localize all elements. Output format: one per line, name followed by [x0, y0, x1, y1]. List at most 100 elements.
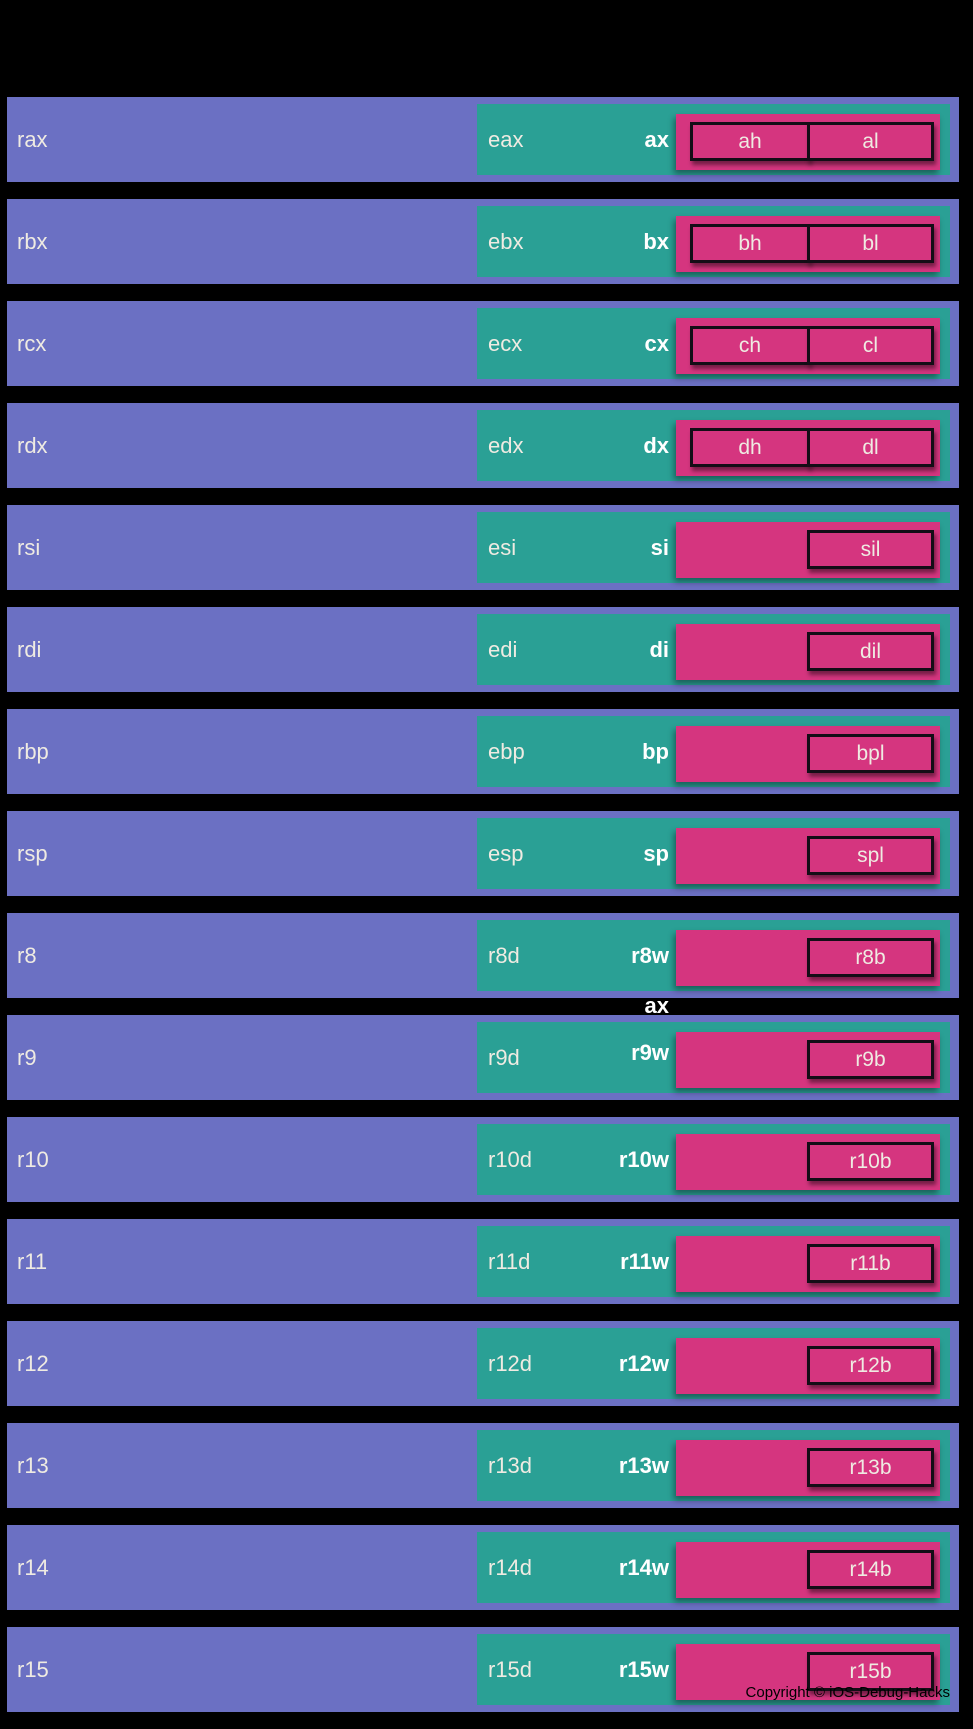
- copyright-text: Copyright © iOS-Debug-Hacks: [745, 1684, 950, 1701]
- low-byte-box: sil: [807, 530, 934, 569]
- register-64-box: r13 r13d r13w r13b: [7, 1423, 959, 1508]
- register-16-word-label: bx: [643, 229, 669, 254]
- register-16-box: r8b: [676, 930, 940, 986]
- register-32-box: r9d r9w r9b: [477, 1022, 950, 1093]
- register-32-box: edi di dil: [477, 614, 950, 685]
- register-64-label: r14: [17, 1555, 49, 1580]
- low-byte-label: spl: [857, 844, 884, 867]
- register-row: rbp ebp bp bpl: [0, 709, 973, 794]
- register-64-label: r9: [17, 1045, 37, 1070]
- register-row: r11 r11d r11w r11b: [0, 1219, 973, 1304]
- register-16-box: ah al: [676, 114, 940, 170]
- low-byte-label: r10b: [849, 1150, 892, 1173]
- low-byte-label: r14b: [849, 1558, 892, 1581]
- register-32-label: r14d: [488, 1555, 533, 1580]
- register-16-word-label: bp: [642, 739, 669, 764]
- register-32-label: ecx: [488, 331, 523, 356]
- register-32-label: r11d: [488, 1249, 531, 1274]
- register-64-label: r11: [17, 1249, 48, 1274]
- register-16-box: bh bl: [676, 216, 940, 272]
- low-byte-label: bpl: [856, 742, 885, 765]
- high-byte-label: dh: [738, 436, 762, 459]
- register-64-box: rdx edx dx dh dl: [7, 403, 959, 488]
- register-32-label: r13d: [488, 1453, 533, 1478]
- register-64-label: rdx: [17, 433, 48, 458]
- low-byte-box: r11b: [807, 1244, 934, 1283]
- register-16-word-label: r12w: [618, 1351, 669, 1376]
- register-row: r12 r12d r12w r12b: [0, 1321, 973, 1406]
- register-64-box: r9 r9d r9w r9b: [7, 1015, 959, 1100]
- low-byte-box: r12b: [807, 1346, 934, 1385]
- register-16-box: r12b: [676, 1338, 940, 1394]
- register-32-box: r11d r11w r11b: [477, 1226, 950, 1297]
- low-byte-box: dl: [807, 428, 934, 467]
- register-16-word-label: cx: [644, 331, 669, 356]
- low-byte-box: cl: [807, 326, 934, 365]
- low-byte-box: r15b: [807, 1652, 934, 1691]
- register-16-word-label: r10w: [618, 1147, 669, 1172]
- low-byte-box: r13b: [807, 1448, 934, 1487]
- register-32-label: r15d: [488, 1657, 533, 1682]
- low-byte-box: bl: [807, 224, 934, 263]
- register-16-box: ch cl: [676, 318, 940, 374]
- register-64-label: r8: [17, 943, 37, 968]
- register-16-box: sil: [676, 522, 940, 578]
- register-64-box: r8 r8d r8w r8b: [7, 913, 959, 998]
- low-byte-label: bl: [862, 232, 879, 255]
- register-32-label: r9d: [488, 1045, 520, 1070]
- register-32-box: eax ax ah al: [477, 104, 950, 175]
- register-64-label: rbp: [17, 739, 49, 764]
- register-64-box: rbx ebx bx bh bl: [7, 199, 959, 284]
- register-32-box: r15d r15w r15b: [477, 1634, 950, 1705]
- high-byte-box: ah: [690, 122, 810, 161]
- register-16-box: bpl: [676, 726, 940, 782]
- low-byte-label: dl: [862, 436, 879, 459]
- register-64-box: rbp ebp bp bpl: [7, 709, 959, 794]
- register-64-label: r10: [17, 1147, 49, 1172]
- low-byte-box: r10b: [807, 1142, 934, 1181]
- register-32-box: r12d r12w r12b: [477, 1328, 950, 1399]
- register-64-label: rsi: [17, 535, 41, 560]
- low-byte-box: r14b: [807, 1550, 934, 1589]
- register-row: rsi esi si sil: [0, 505, 973, 590]
- register-row: rdx edx dx dh dl: [0, 403, 973, 488]
- low-byte-label: sil: [860, 538, 881, 561]
- register-16-word-label: sp: [643, 841, 669, 866]
- register-64-box: rax eax ax ah al: [7, 97, 959, 182]
- register-row: r13 r13d r13w r13b: [0, 1423, 973, 1508]
- register-64-label: r12: [17, 1351, 49, 1376]
- register-32-label: esi: [488, 535, 517, 560]
- register-64-label: rcx: [17, 331, 47, 356]
- register-16-box: r9b: [676, 1032, 940, 1088]
- register-row: rax eax ax ah al: [0, 97, 973, 182]
- low-byte-box: bpl: [807, 734, 934, 773]
- register-16-box: r10b: [676, 1134, 940, 1190]
- high-byte-box: ch: [690, 326, 810, 365]
- register-32-label: r10d: [488, 1147, 533, 1172]
- register-32-box: ebp bp bpl: [477, 716, 950, 787]
- register-32-label: esp: [488, 841, 524, 866]
- low-byte-box: r8b: [807, 938, 934, 977]
- register-16-box: r14b: [676, 1542, 940, 1598]
- register-row: r10 r10d r10w r10b: [0, 1117, 973, 1202]
- register-row: r14 r14d r14w r14b: [0, 1525, 973, 1610]
- register-64-box: rsi esi si sil: [7, 505, 959, 590]
- register-32-label: r8d: [488, 943, 520, 968]
- register-row: r8 r8d r8w r8b: [0, 913, 973, 998]
- register-64-box: rdi edi di dil: [7, 607, 959, 692]
- register-64-box: r11 r11d r11w r11b: [7, 1219, 959, 1304]
- register-32-box: esi si sil: [477, 512, 950, 583]
- register-row: r15 r15d r15w r15b: [0, 1627, 973, 1712]
- register-64-box: rcx ecx cx ch cl: [7, 301, 959, 386]
- register-64-box: r14 r14d r14w r14b: [7, 1525, 959, 1610]
- register-32-box: r8d r8w r8b: [477, 920, 950, 991]
- low-byte-label: r11b: [850, 1252, 891, 1275]
- low-byte-label: r13b: [849, 1456, 892, 1479]
- register-64-label: r15: [17, 1657, 49, 1682]
- register-row: rsp esp sp spl: [0, 811, 973, 896]
- register-16-word-label: ax: [644, 127, 669, 152]
- register-16-word-label: si: [650, 535, 669, 560]
- register-64-label: rax: [17, 127, 48, 152]
- high-byte-label: ah: [738, 130, 762, 153]
